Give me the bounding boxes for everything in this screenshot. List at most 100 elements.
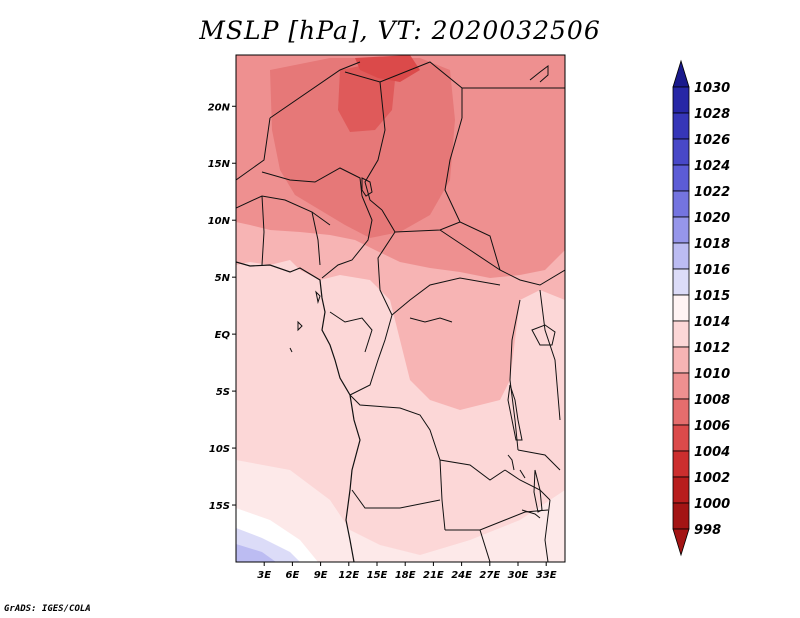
lake-kariba [521, 509, 541, 519]
colorbar-label: 1018 [694, 237, 730, 252]
colorbar-label: 1004 [694, 445, 730, 460]
lake-victoria [531, 324, 556, 346]
colorbar-label: 998 [694, 523, 721, 538]
lon-tick-label: 6E [286, 570, 300, 581]
border-niger-chad [364, 81, 386, 211]
colorbar-label: 1012 [694, 341, 730, 356]
border-ghana-togo [261, 195, 265, 266]
colorbar-label: 1014 [694, 315, 730, 330]
border-algeria-mali [269, 61, 361, 119]
colorbar-label: 1010 [694, 367, 730, 382]
country-borders [236, 61, 565, 562]
colorbar-swatch [672, 86, 690, 114]
colorbar: 1030 1028 1026 1024 1022 1020 1018 1016 1015 1014… [672, 59, 730, 557]
lon-tick-label: 9E [314, 570, 328, 581]
map-frame [235, 54, 566, 563]
lat-tick-label: 10S [209, 444, 230, 455]
colorbar-label: 1028 [694, 107, 730, 122]
border-mali-niger [261, 167, 363, 197]
colorbar-label: 1000 [694, 497, 730, 512]
colorbar-swatch [672, 138, 690, 166]
colorbar-swatch [672, 294, 690, 322]
lon-tick-label: 33E [536, 570, 557, 581]
colorbar-label: 1015 [694, 289, 730, 304]
lon-tick-label: 21E [423, 570, 444, 581]
border-mali-west [236, 117, 271, 181]
lat-tick-label: 5N [215, 273, 231, 284]
colorbar-swatch [672, 320, 690, 348]
border-burkina [236, 195, 331, 226]
colorbar-swatch [672, 424, 690, 452]
lon-tick-label: 12E [338, 570, 359, 581]
lake-mweru [507, 454, 515, 471]
colorbar-label: 1006 [694, 419, 730, 434]
lon-tick-label: 24E [451, 570, 472, 581]
coastline-atlantic [236, 261, 361, 562]
colorbar-top-arrow [672, 59, 690, 88]
lake-malawi [533, 469, 543, 513]
colorbar-label: 1008 [694, 393, 730, 408]
colorbar-bottom-arrow [672, 528, 690, 557]
colorbar-swatch [672, 372, 690, 400]
lat-tick-label: 15S [209, 501, 230, 512]
colorbar-swatch [672, 242, 690, 270]
lat-tick-label: 5S [216, 387, 230, 398]
border-drc-east [509, 299, 521, 451]
lat-tick-label: EQ [215, 330, 231, 341]
pressure-band-1006 [270, 58, 455, 238]
border-zambia [504, 469, 551, 501]
border-namibia-botswana [445, 509, 549, 531]
colorbar-label: 1024 [694, 159, 730, 174]
lake-bangweulu [519, 469, 526, 479]
pressure-band-1004 [338, 62, 395, 132]
border-sudan-southsudan [439, 229, 565, 286]
colorbar-label: 1030 [694, 81, 730, 96]
lon-tick-label: 3E [257, 570, 271, 581]
lon-tick-label: 27E [479, 570, 500, 581]
border-car-south [391, 277, 501, 316]
colorbar-swatch [672, 476, 690, 504]
border-angola-east [439, 459, 446, 531]
border-mozambique [544, 499, 551, 562]
island-sao-tome [297, 320, 303, 332]
lon-tick-label: 18E [395, 570, 416, 581]
lat-tick-label: 15N [208, 159, 231, 170]
border-nigeria-cameroon [321, 195, 373, 279]
colorbar-swatch [672, 502, 690, 530]
pressure-band-1014 [236, 460, 565, 562]
border-chad-sudan [444, 117, 501, 271]
colorbar-swatch [672, 268, 690, 296]
island-annobon [289, 347, 293, 353]
colorbar-swatch [672, 346, 690, 374]
border-tanzania [517, 449, 561, 471]
lat-tick-label: 10N [208, 216, 231, 227]
lat-tick-label: 20N [208, 102, 231, 113]
colorbar-label: 1026 [694, 133, 730, 148]
lake-tanganyika [507, 384, 523, 441]
colorbar-swatch [672, 398, 690, 426]
lat-ticks: 20N 15N 10N 5N EQ 5S 10S 15S [208, 102, 236, 512]
border-drc-angola [349, 394, 506, 481]
border-botswana-sa [479, 529, 491, 562]
pressure-band-1018 [236, 544, 276, 562]
colorbar-swatch [672, 216, 690, 244]
lon-tick-label: 15E [367, 570, 388, 581]
lon-ticks: 3E 6E 9E 12E 15E 18E 21E 24E 27E 30E 33E [257, 562, 557, 581]
colorbar-label: 1020 [694, 211, 730, 226]
border-libya-niger [344, 61, 463, 118]
lon-tick-label: 30E [508, 570, 529, 581]
chart-title: MSLP [hPa], VT: 2020032506 [199, 16, 601, 45]
island-bioko [315, 290, 321, 304]
colorbar-swatch [672, 450, 690, 478]
border-congo-drc [349, 314, 393, 396]
border-cameroon-car [377, 209, 396, 316]
river-congo [409, 317, 453, 323]
colorbar-label: 1022 [694, 185, 730, 200]
colorbar-swatch [672, 190, 690, 218]
border-nigeria-benin [311, 211, 321, 266]
border-angola-south [351, 489, 441, 509]
colorbar-label: 1016 [694, 263, 730, 278]
border-gabon-congo [329, 311, 373, 353]
grads-credit: GrADS: IGES/COLA [4, 604, 91, 614]
